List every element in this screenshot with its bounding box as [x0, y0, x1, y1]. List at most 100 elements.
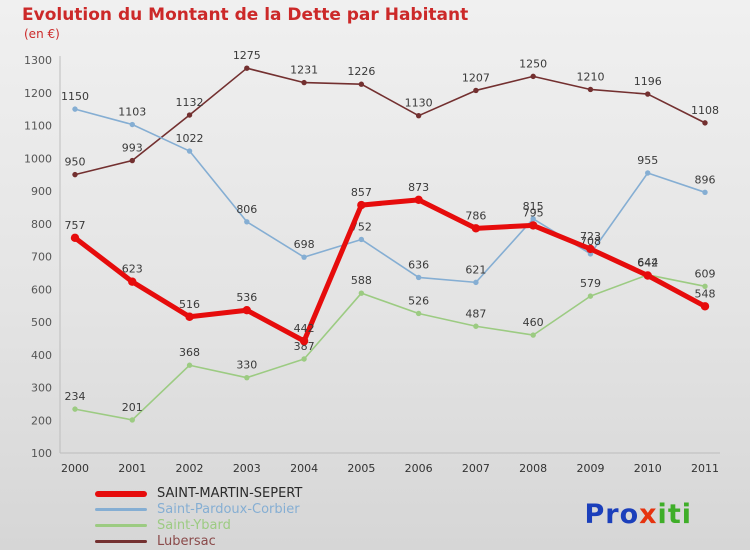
data-point — [473, 279, 479, 286]
data-label: 487 — [465, 307, 486, 320]
legend-item-3: Lubersac — [95, 534, 302, 549]
data-label: 536 — [236, 291, 257, 304]
y-tick-label: 1000 — [24, 152, 52, 165]
y-tick-label: 1300 — [24, 54, 52, 67]
data-label: 786 — [465, 209, 486, 222]
x-tick-label: 2005 — [347, 462, 375, 475]
legend-label: Saint-Pardoux-Corbier — [157, 502, 300, 517]
legend-label: Lubersac — [157, 534, 216, 549]
data-point — [299, 336, 309, 346]
legend-swatch — [95, 540, 147, 543]
data-label: 993 — [122, 142, 143, 155]
data-point — [415, 274, 422, 281]
data-point — [702, 189, 708, 196]
data-point — [357, 200, 366, 210]
data-label: 1108 — [691, 104, 719, 117]
data-point — [587, 86, 594, 93]
x-tick-label: 2010 — [634, 462, 662, 475]
legend-item-1: Saint-Pardoux-Corbier — [95, 502, 302, 517]
data-point — [415, 310, 422, 317]
data-label: 442 — [294, 322, 315, 335]
data-point — [702, 120, 708, 126]
data-label: 873 — [408, 181, 429, 194]
data-label: 806 — [236, 203, 257, 216]
data-label: 896 — [695, 173, 716, 186]
x-tick-label: 2001 — [118, 462, 146, 475]
x-tick-label: 2000 — [61, 462, 89, 475]
data-label: 623 — [122, 263, 143, 276]
data-point — [530, 216, 536, 222]
data-point — [244, 374, 250, 381]
data-label: 1210 — [576, 70, 604, 83]
data-label: 526 — [408, 294, 429, 307]
logo-letter: i — [657, 499, 668, 530]
data-label: 644 — [637, 256, 658, 269]
data-point — [530, 332, 536, 338]
data-point — [530, 73, 536, 80]
y-tick-label: 1100 — [24, 120, 52, 133]
data-label: 795 — [523, 206, 544, 219]
data-point — [586, 244, 595, 254]
x-tick-label: 2003 — [233, 462, 261, 475]
x-tick-label: 2004 — [290, 462, 318, 475]
data-point — [244, 65, 250, 71]
data-point — [358, 236, 365, 243]
data-point — [301, 79, 307, 86]
data-label: 621 — [465, 263, 486, 276]
legend-label: SAINT-MARTIN-SEPERT — [157, 486, 303, 501]
y-tick-label: 900 — [31, 185, 52, 198]
data-label: 330 — [236, 359, 257, 372]
logo-letter: x — [639, 499, 658, 530]
data-point — [72, 106, 78, 112]
data-point — [70, 233, 80, 243]
y-tick-label: 300 — [31, 382, 52, 395]
data-label: 609 — [695, 267, 716, 280]
data-label: 857 — [351, 186, 372, 199]
logo-letter: P — [584, 499, 606, 530]
data-point — [645, 170, 651, 176]
y-tick-label: 800 — [31, 218, 52, 231]
data-label: 1022 — [176, 132, 204, 145]
chart-subtitle: (en €) — [24, 27, 60, 41]
data-point — [471, 224, 481, 233]
data-label: 460 — [523, 316, 544, 329]
data-label: 1150 — [61, 90, 89, 103]
data-label: 516 — [179, 298, 200, 311]
y-tick-label: 700 — [31, 251, 52, 264]
data-point — [643, 271, 652, 280]
data-label: 368 — [179, 346, 200, 359]
legend-item-0: SAINT-MARTIN-SEPERT — [95, 486, 302, 501]
logo-letter: o — [619, 499, 640, 530]
data-point — [700, 302, 710, 311]
data-label: 1275 — [233, 49, 261, 62]
data-label: 387 — [294, 340, 315, 353]
chart-title: Evolution du Montant de la Dette par Hab… — [22, 5, 469, 25]
x-tick-label: 2007 — [462, 462, 490, 475]
data-point — [129, 157, 135, 164]
x-tick-label: 2008 — [519, 462, 547, 475]
data-point — [528, 221, 538, 230]
data-point — [645, 91, 651, 97]
data-label: 955 — [637, 154, 658, 167]
data-point — [702, 283, 708, 290]
data-label: 1207 — [462, 71, 490, 84]
series-line-1 — [74, 108, 706, 284]
proxiti-logo: Proxiti — [584, 499, 692, 530]
data-label: 588 — [351, 274, 372, 287]
data-point — [185, 312, 194, 321]
chart-svg: 100 200 300 400 500 600 700 800 900 1000 1100 1200 1… — [24, 49, 720, 475]
data-point — [358, 290, 365, 296]
data-label: 1226 — [347, 65, 375, 78]
y-tick-label: 1200 — [24, 87, 52, 100]
series-line-0 — [72, 197, 708, 344]
legend: SAINT-MARTIN-SEPERT Saint-Pardoux-Corbier… — [95, 486, 302, 549]
data-label: 1196 — [634, 75, 662, 88]
data-point — [186, 112, 193, 118]
data-label: 234 — [65, 390, 86, 403]
data-point — [72, 171, 78, 178]
series-line-2 — [74, 274, 706, 421]
legend-item-2: Saint-Ybard — [95, 518, 302, 533]
data-label: 201 — [122, 401, 143, 414]
data-label: 642 — [637, 256, 658, 269]
x-tick-label: 2006 — [405, 462, 433, 475]
